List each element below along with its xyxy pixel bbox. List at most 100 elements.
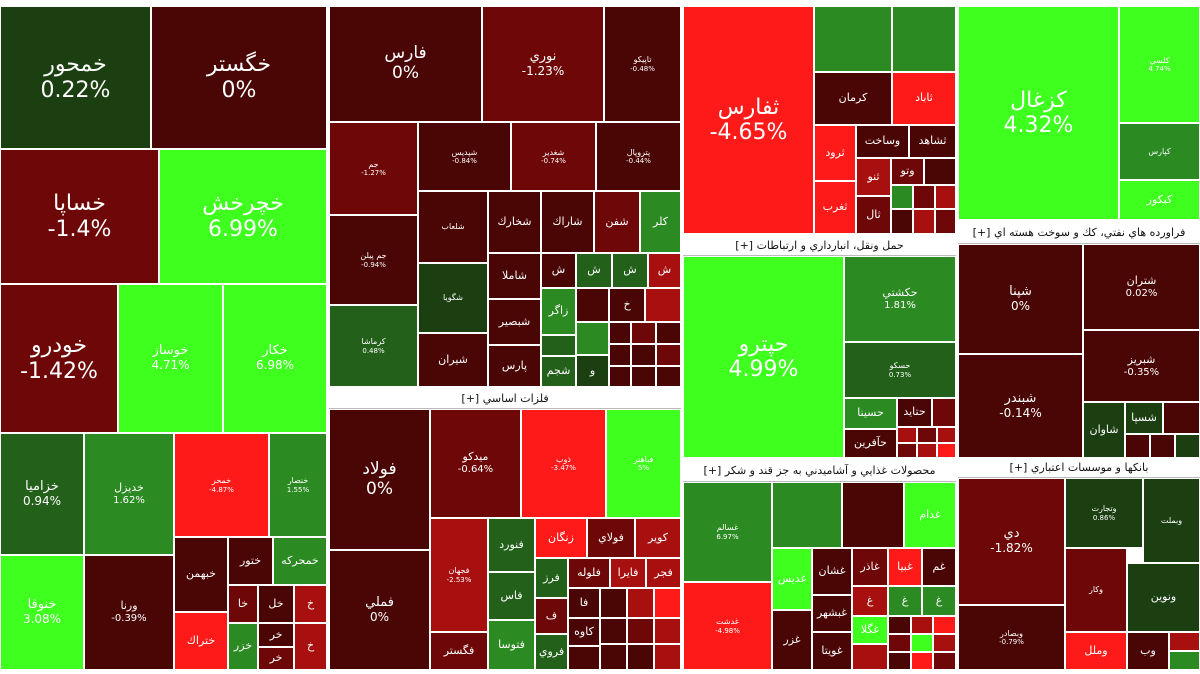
stock-tile-shkhark[interactable]: شخارك xyxy=(488,191,541,253)
sector-header-transport[interactable]: حمل ونقل، انبارداري و ارتباطات [+] xyxy=(683,236,956,256)
stock-tile-food-i[interactable] xyxy=(933,634,956,652)
stock-tile-trmini-d[interactable] xyxy=(937,427,956,443)
stock-tile-fnvard[interactable]: فنورد xyxy=(488,518,535,572)
stock-tile-c3mini-i[interactable] xyxy=(935,209,956,234)
stock-tile-c3mini-g[interactable] xyxy=(891,209,913,234)
stock-tile-pars[interactable]: پارس xyxy=(488,345,541,387)
stock-tile-ghom[interactable]: غم xyxy=(922,548,956,586)
stock-tile-sfars[interactable]: ثفارس -4.65% xyxy=(683,6,814,234)
stock-tile-ghdasht[interactable]: غدشت -4.98% xyxy=(683,582,772,670)
stock-tile-fas[interactable]: فاس xyxy=(488,572,535,620)
stock-tile-trmini-f[interactable] xyxy=(917,443,937,458)
stock-tile-vtejarat[interactable]: وتجارت 0.86% xyxy=(1065,478,1143,548)
stock-tile-shamla[interactable]: شاملا xyxy=(488,253,541,299)
stock-tile-trmini-c[interactable] xyxy=(917,427,937,443)
stock-tile-khosar[interactable]: خوساز 4.71% xyxy=(118,284,223,433)
stock-tile-food-g[interactable] xyxy=(888,634,911,652)
stock-tile-petmini-j[interactable] xyxy=(656,344,681,366)
stock-tile-mibdko[interactable]: ميدكو -0.64% xyxy=(430,409,521,518)
stock-tile-oilmini-d[interactable] xyxy=(1175,434,1200,458)
stock-tile-vsakht[interactable]: وساخت xyxy=(856,125,909,158)
stock-tile-foolai[interactable]: فولاي xyxy=(587,518,635,558)
stock-tile-khmharkeh[interactable]: خمحركه xyxy=(273,537,327,585)
stock-tile-food-c[interactable] xyxy=(852,644,888,670)
stock-tile-vsadr[interactable]: وبصادر -0.79% xyxy=(958,605,1065,670)
stock-tile-food-h[interactable] xyxy=(911,634,933,652)
stock-tile-fjahan[interactable]: فجهان -2.53% xyxy=(430,518,488,632)
stock-tile-c3mini-f[interactable] xyxy=(935,185,956,209)
stock-tile-ghdis[interactable]: غديس xyxy=(772,548,812,610)
sector-header-food[interactable]: محصولات غذايي و آشاميدني به جز قند و شكر… xyxy=(683,460,956,482)
stock-tile-trmini-a[interactable] xyxy=(932,398,956,427)
stock-tile-hchtro[interactable]: حپترو 4.99% xyxy=(683,256,844,458)
stock-tile-pal[interactable]: پتروپال -0.44% xyxy=(596,122,681,191)
stock-tile-vrana[interactable]: ورنا -0.39% xyxy=(84,555,174,670)
stock-tile-khbahman[interactable]: خبهمن xyxy=(174,537,228,612)
stock-tile-ghvita[interactable]: غويتا xyxy=(812,632,852,670)
stock-tile-sal[interactable]: ثال xyxy=(856,196,891,234)
stock-tile-c3mini-c[interactable] xyxy=(924,158,956,185)
stock-tile-petmini-l[interactable] xyxy=(631,366,656,387)
stock-tile-shbsi[interactable]: ش xyxy=(541,253,576,288)
stock-tile-petmini-d[interactable] xyxy=(576,322,609,355)
stock-tile-stno[interactable]: ثنو xyxy=(856,158,891,196)
stock-tile-trmini-g[interactable] xyxy=(937,443,956,458)
stock-tile-kpars[interactable]: كپارس xyxy=(1119,123,1200,180)
stock-tile-fa1[interactable]: فا xyxy=(568,588,600,618)
stock-tile-shbasper[interactable]: شبصير xyxy=(488,299,541,345)
stock-tile-khl[interactable]: خل xyxy=(258,585,294,623)
stock-tile-khr2[interactable]: خر xyxy=(258,647,294,670)
stock-tile-khchanr[interactable]: خمحر -4.87% xyxy=(174,433,269,537)
stock-tile-bankmini-a[interactable] xyxy=(1169,632,1200,651)
stock-tile-c3mini-a[interactable] xyxy=(814,6,892,72)
stock-tile-shjam[interactable]: شجم xyxy=(541,356,576,387)
stock-tile-hkashti[interactable]: حكشتي 1.81% xyxy=(844,256,956,342)
stock-tile-ghg1[interactable]: غ xyxy=(852,586,888,616)
stock-tile-petmini-k[interactable] xyxy=(609,366,631,387)
stock-tile-metmini-i[interactable] xyxy=(627,644,654,670)
stock-tile-khsapa[interactable]: خساپا -1.4% xyxy=(0,149,159,284)
stock-tile-shghdir[interactable]: شغدير -0.74% xyxy=(511,122,596,191)
stock-tile-metmini-d[interactable] xyxy=(568,646,600,670)
stock-tile-metmini-j[interactable] xyxy=(654,644,681,670)
stock-tile-metmini-f[interactable] xyxy=(627,618,654,644)
stock-tile-petmini-c[interactable] xyxy=(541,335,576,356)
stock-tile-shsia[interactable]: شسپا xyxy=(1125,402,1163,434)
stock-tile-metmini-a[interactable] xyxy=(600,588,627,618)
stock-tile-zagros[interactable]: زاگر xyxy=(541,288,576,335)
stock-tile-ghshan[interactable]: غشان xyxy=(812,548,852,595)
stock-tile-htaid[interactable]: حتايد xyxy=(897,398,932,427)
stock-tile-shpdis[interactable]: شپديس -0.84% xyxy=(418,122,511,191)
stock-tile-vnovin[interactable]: ونوين xyxy=(1127,563,1200,632)
stock-tile-shbandar[interactable]: شبندر -0.14% xyxy=(958,354,1083,458)
stock-tile-fraz[interactable]: فرز xyxy=(535,558,568,598)
stock-tile-khgostar[interactable]: خگستر 0% xyxy=(151,6,327,149)
stock-tile-trmini-b[interactable] xyxy=(897,427,917,443)
stock-tile-metmini-b[interactable] xyxy=(627,588,654,618)
stock-tile-petmini-g[interactable] xyxy=(656,322,681,344)
stock-tile-shs3[interactable]: ش xyxy=(648,253,681,288)
stock-tile-kh1[interactable]: خ xyxy=(294,585,327,623)
stock-tile-petmini-a[interactable] xyxy=(576,288,609,322)
stock-tile-hsakoo[interactable]: حسكو 0.73% xyxy=(844,342,956,398)
stock-tile-c3mini-h[interactable] xyxy=(913,209,935,234)
stock-tile-khcharkhesh[interactable]: خچرخش 6.99% xyxy=(159,149,327,284)
stock-tile-jampil[interactable]: جم پيلن -0.94% xyxy=(329,215,418,305)
stock-tile-shs1[interactable]: ش xyxy=(576,253,612,288)
stock-tile-sabad[interactable]: ثاباد xyxy=(892,72,956,125)
stock-tile-trmini-e[interactable] xyxy=(897,443,917,458)
stock-tile-metmini-c[interactable] xyxy=(654,588,681,618)
stock-tile-hafrin[interactable]: حآفرين xyxy=(844,429,897,458)
stock-tile-fghstr[interactable]: فگستر xyxy=(430,632,488,670)
stock-tile-petmini-f[interactable] xyxy=(631,322,656,344)
stock-tile-khodro[interactable]: خودرو -1.42% xyxy=(0,284,118,433)
stock-tile-flvleh[interactable]: فلوله xyxy=(568,558,610,588)
stock-tile-c3mini-e[interactable] xyxy=(913,185,935,209)
stock-tile-food-a[interactable] xyxy=(772,482,842,548)
stock-tile-food-b[interactable] xyxy=(842,482,904,548)
stock-tile-sharak[interactable]: شاراك xyxy=(541,191,594,253)
stock-tile-food-f[interactable] xyxy=(933,616,956,634)
stock-tile-fair[interactable]: فايرا xyxy=(610,558,646,588)
stock-tile-khrizal[interactable]: خديزل 1.62% xyxy=(84,433,174,555)
stock-tile-khr1[interactable]: خر xyxy=(258,623,294,647)
